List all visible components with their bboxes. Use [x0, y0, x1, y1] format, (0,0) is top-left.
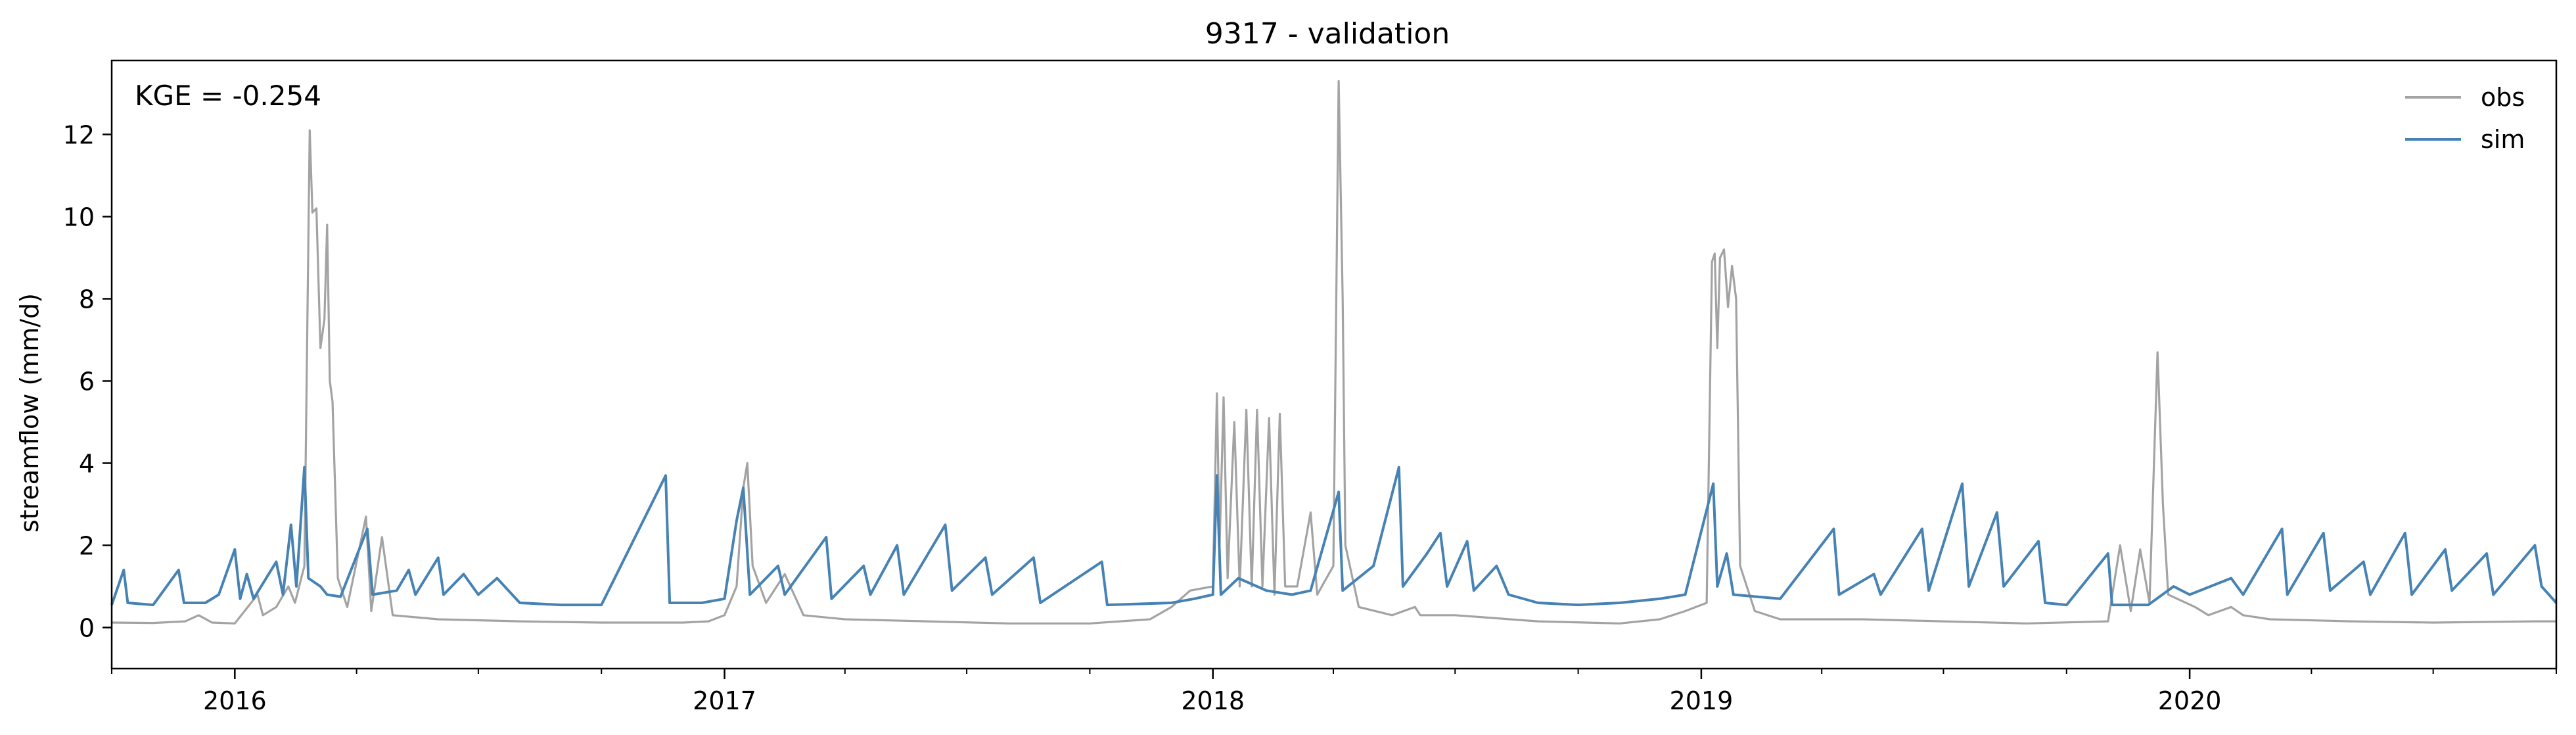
y-axis-label: streamflow (mm/d) — [15, 293, 44, 533]
plot-series — [110, 80, 2558, 625]
y-tick-label: 4 — [79, 450, 95, 479]
y-tick-label: 2 — [79, 532, 95, 561]
y-tick-label: 12 — [63, 121, 95, 150]
chart-title: 9317 - validation — [1205, 17, 1450, 51]
axes-frame — [110, 59, 2558, 670]
x-tick-label: 2018 — [1181, 686, 1245, 715]
x-tick-label: 2017 — [693, 686, 756, 715]
x-tick-label: 2019 — [1670, 686, 1734, 715]
x-axis-ticks: 2016 2017 2018 2019 2020 — [111, 669, 2557, 715]
y-tick-label: 10 — [63, 203, 95, 232]
kge-annotation: KGE = -0.254 — [135, 80, 321, 112]
y-tick-label: 8 — [79, 285, 95, 314]
legend-sim-label: sim — [2481, 125, 2525, 154]
x-tick-label: 2016 — [203, 686, 267, 715]
obs-series-line — [111, 80, 2556, 625]
y-axis-ticks: 0 2 4 6 8 10 12 — [63, 121, 112, 643]
y-tick-label: 0 — [79, 614, 95, 643]
x-tick-label: 2020 — [2158, 686, 2222, 715]
legend: obs sim — [2405, 83, 2525, 154]
sim-series-line — [110, 465, 2558, 607]
legend-obs-label: obs — [2481, 83, 2525, 112]
y-tick-label: 6 — [79, 368, 95, 396]
